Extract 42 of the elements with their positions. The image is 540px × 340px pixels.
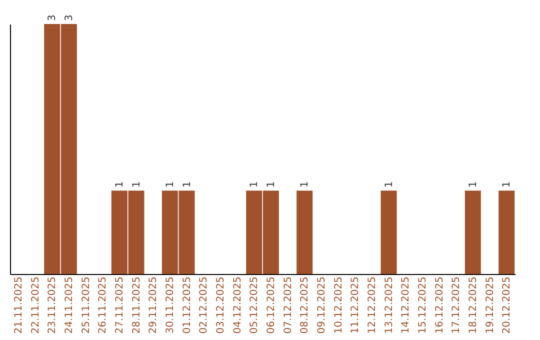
x-tick-label: 02.12.2025 xyxy=(198,276,210,334)
x-tick-label: 15.12.2025 xyxy=(417,276,428,334)
x-tick-label: 26.11.2025 xyxy=(98,276,109,334)
data-label: 3 xyxy=(47,14,58,21)
x-tick-label: 11.12.2025 xyxy=(350,276,362,334)
x-tick-label: 29.11.2025 xyxy=(148,276,160,334)
data-label: 1 xyxy=(182,181,193,188)
x-tick-label: 09.12.2025 xyxy=(316,276,328,334)
x-tick-label: 25.11.2025 xyxy=(80,276,92,334)
x-tick-label: 23.11.2025 xyxy=(47,276,58,334)
data-label: 3 xyxy=(64,14,75,21)
x-tick-label: 20.12.2025 xyxy=(502,276,513,334)
x-tick-label: 07.12.2025 xyxy=(282,276,294,334)
data-label: 1 xyxy=(114,181,126,188)
data-label: 1 xyxy=(300,181,311,188)
x-tick-label: 30.11.2025 xyxy=(164,276,176,334)
x-tick-label: 28.11.2025 xyxy=(131,276,142,334)
data-label: 1 xyxy=(384,181,395,188)
x-tick-label: 05.12.2025 xyxy=(249,276,260,334)
x-tick-label: 13.12.2025 xyxy=(384,276,395,334)
x-tick-label: 06.12.2025 xyxy=(266,276,277,334)
x-tick-label: 17.12.2025 xyxy=(451,276,462,334)
x-tick-label: 04.12.2025 xyxy=(232,276,244,334)
x-tick-label: 18.12.2025 xyxy=(468,276,479,334)
x-tick-label: 14.12.2025 xyxy=(400,276,412,334)
x-tick-label: 12.12.2025 xyxy=(366,276,378,334)
x-tick-label: 19.12.2025 xyxy=(484,276,496,334)
x-tick-label: 24.11.2025 xyxy=(64,276,75,334)
x-tick-label: 21.11.2025 xyxy=(13,276,24,334)
data-label: 1 xyxy=(502,181,513,188)
x-tick-label: 08.12.2025 xyxy=(300,276,311,334)
x-tick-label: 01.12.2025 xyxy=(182,276,193,334)
data-label: 1 xyxy=(266,181,277,188)
x-tick-label: 22.11.2025 xyxy=(30,276,42,334)
data-label: 1 xyxy=(468,181,479,188)
x-tick-label: 10.12.2025 xyxy=(333,276,344,334)
data-label: 1 xyxy=(131,181,142,188)
x-tick-label: 27.11.2025 xyxy=(114,276,126,334)
data-label: 1 xyxy=(249,181,260,188)
x-tick-label: 03.12.2025 xyxy=(215,276,226,334)
x-tick-label: 16.12.2025 xyxy=(434,276,446,334)
data-label: 1 xyxy=(164,181,176,188)
